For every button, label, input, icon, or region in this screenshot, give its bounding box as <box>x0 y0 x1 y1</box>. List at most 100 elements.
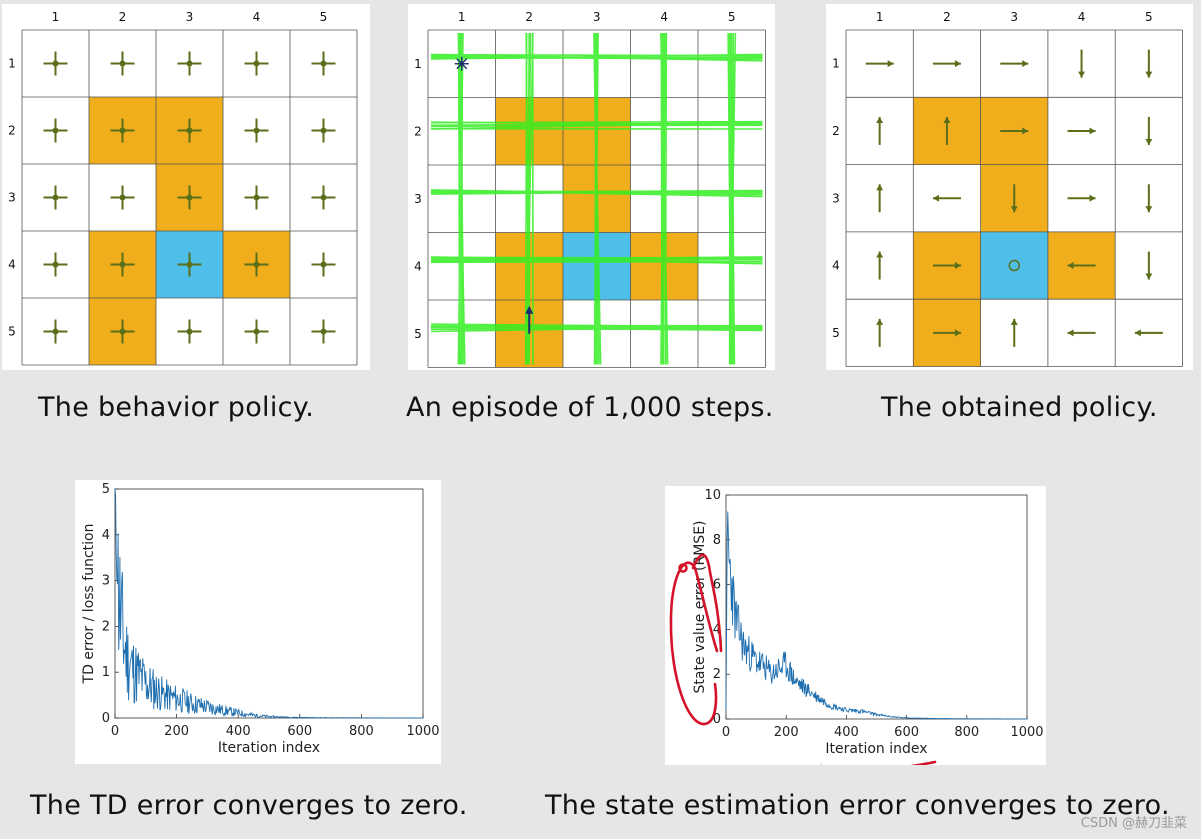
y-tick-label: 0 <box>102 711 110 726</box>
uniform-policy-cross-icon <box>177 51 202 76</box>
arrow-down-icon <box>1145 184 1153 213</box>
uniform-policy-cross-icon <box>177 185 202 210</box>
row-label: 4 <box>832 259 840 273</box>
arrow-up-icon <box>876 184 884 213</box>
behavior-policy-grid: 1 2 3 4 5 1 2 3 4 5 <box>8 10 358 366</box>
x-tick-label: 800 <box>349 724 374 739</box>
uniform-policy-cross-icon <box>311 118 336 143</box>
episode-panel: 1 2 3 4 5 1 2 3 4 5 <box>408 4 775 370</box>
uniform-policy-cross-icon <box>244 51 269 76</box>
row-label: 1 <box>414 57 422 71</box>
column-label: 4 <box>660 10 668 24</box>
arrow-right-icon <box>932 329 961 337</box>
y-tick-label: 8 <box>713 533 721 548</box>
start-marker-icon <box>454 56 469 71</box>
uniform-policy-cross-icon <box>43 118 68 143</box>
x-tick-label: 1000 <box>406 724 439 739</box>
uniform-policy-cross-icon <box>311 51 336 76</box>
x-tick-label: 1000 <box>1010 725 1043 740</box>
column-label: 2 <box>525 10 533 24</box>
x-tick-label: 0 <box>722 725 730 740</box>
column-label: 1 <box>458 10 466 24</box>
column-label: 5 <box>320 10 328 24</box>
row-label: 5 <box>832 326 840 340</box>
arrow-right-icon <box>1000 60 1029 68</box>
uniform-policy-cross-icon <box>110 185 135 210</box>
y-tick-label: 5 <box>102 482 110 497</box>
column-label: 1 <box>52 10 60 24</box>
series-line <box>725 511 1027 720</box>
uniform-policy-cross-icon <box>177 118 202 143</box>
arrow-down-icon <box>1010 184 1018 213</box>
annotation-loop <box>669 553 723 726</box>
row-label: 1 <box>832 57 840 71</box>
uniform-policy-cross-icon <box>311 252 336 277</box>
td-error-chart: 0 200 400 600 800 1000 0 1 2 3 4 5 Iteration index TD… <box>81 482 440 756</box>
x-tick-label: 800 <box>954 725 979 740</box>
obtained-policy-panel: 1 2 3 4 5 1 2 3 4 5 <box>826 4 1193 370</box>
target-cell <box>980 231 1048 300</box>
column-label: 3 <box>186 10 194 24</box>
plot-area-frame <box>725 494 1028 720</box>
y-tick-label: 1 <box>102 665 110 680</box>
arrow-down-icon <box>1145 49 1153 78</box>
arrow-right-icon <box>932 60 961 68</box>
row-label: 4 <box>8 258 16 272</box>
obtained-policy-caption: The obtained policy. <box>881 392 1158 423</box>
arrow-down-icon <box>1145 251 1153 280</box>
column-label: 5 <box>728 10 736 24</box>
uniform-policy-cross-icon <box>110 252 135 277</box>
row-label: 2 <box>414 124 422 138</box>
trajectory-lines <box>430 32 763 365</box>
arrow-up-icon <box>876 251 884 280</box>
x-tick-label: 200 <box>774 725 799 740</box>
arrow-up-icon <box>876 116 884 145</box>
y-tick-label: 2 <box>102 619 110 634</box>
arrow-right-icon <box>865 60 894 68</box>
arrow-up-icon <box>943 116 951 145</box>
y-tick-label: 3 <box>102 574 110 589</box>
x-tick-label: 200 <box>164 724 189 739</box>
row-label: 2 <box>8 124 16 138</box>
x-tick-label: 600 <box>287 724 312 739</box>
column-label: 1 <box>876 10 884 24</box>
final-step-arrow-icon <box>525 305 534 334</box>
uniform-policy-cross-icon <box>177 252 202 277</box>
column-label: 2 <box>119 10 127 24</box>
arrow-left-icon <box>932 194 961 202</box>
arrow-left-icon <box>1067 262 1096 270</box>
arrow-left-icon <box>1067 329 1096 337</box>
x-tick-label: 400 <box>834 725 859 740</box>
annotation-dot <box>678 563 688 573</box>
x-axis-label: Iteration index <box>218 740 320 756</box>
column-label: 3 <box>1010 10 1018 24</box>
uniform-policy-cross-icon <box>244 252 269 277</box>
uniform-policy-cross-icon <box>244 319 269 344</box>
column-label: 4 <box>1078 10 1086 24</box>
y-tick-label: 10 <box>704 488 721 503</box>
obtained-policy-grid: 1 2 3 4 5 1 2 3 4 5 <box>832 10 1183 367</box>
state-error-caption: The state estimation error converges to … <box>545 790 1170 821</box>
arrow-right-icon <box>1067 127 1096 135</box>
y-tick-label: 4 <box>102 528 110 543</box>
y-tick-label: 4 <box>713 622 721 637</box>
arrow-down-icon <box>1145 116 1153 145</box>
behavior-policy-panel: 1 2 3 4 5 1 2 3 4 5 <box>2 4 370 370</box>
row-label: 1 <box>8 57 16 71</box>
uniform-policy-cross-icon <box>43 319 68 344</box>
x-tick-label: 0 <box>111 724 119 739</box>
stay-action-icon <box>1008 259 1020 272</box>
episode-caption: An episode of 1,000 steps. <box>406 392 774 423</box>
x-tick-label: 400 <box>226 724 251 739</box>
row-label: 3 <box>8 191 16 205</box>
uniform-policy-cross-icon <box>177 319 202 344</box>
td-error-chart-panel: 0 200 400 600 800 1000 0 1 2 3 4 5 Iteration index TD… <box>75 480 441 764</box>
watermark-text: CSDN @赫刀韭菜 <box>1080 816 1187 831</box>
uniform-policy-cross-icon <box>244 118 269 143</box>
x-axis-label: Iteration index <box>825 741 927 757</box>
arrow-left-icon <box>1134 329 1163 337</box>
uniform-policy-cross-icon <box>43 185 68 210</box>
arrow-down-icon <box>1078 49 1086 78</box>
episode-trajectory-grid: 1 2 3 4 5 1 2 3 4 5 <box>414 10 766 368</box>
arrow-up-icon <box>1010 318 1018 347</box>
